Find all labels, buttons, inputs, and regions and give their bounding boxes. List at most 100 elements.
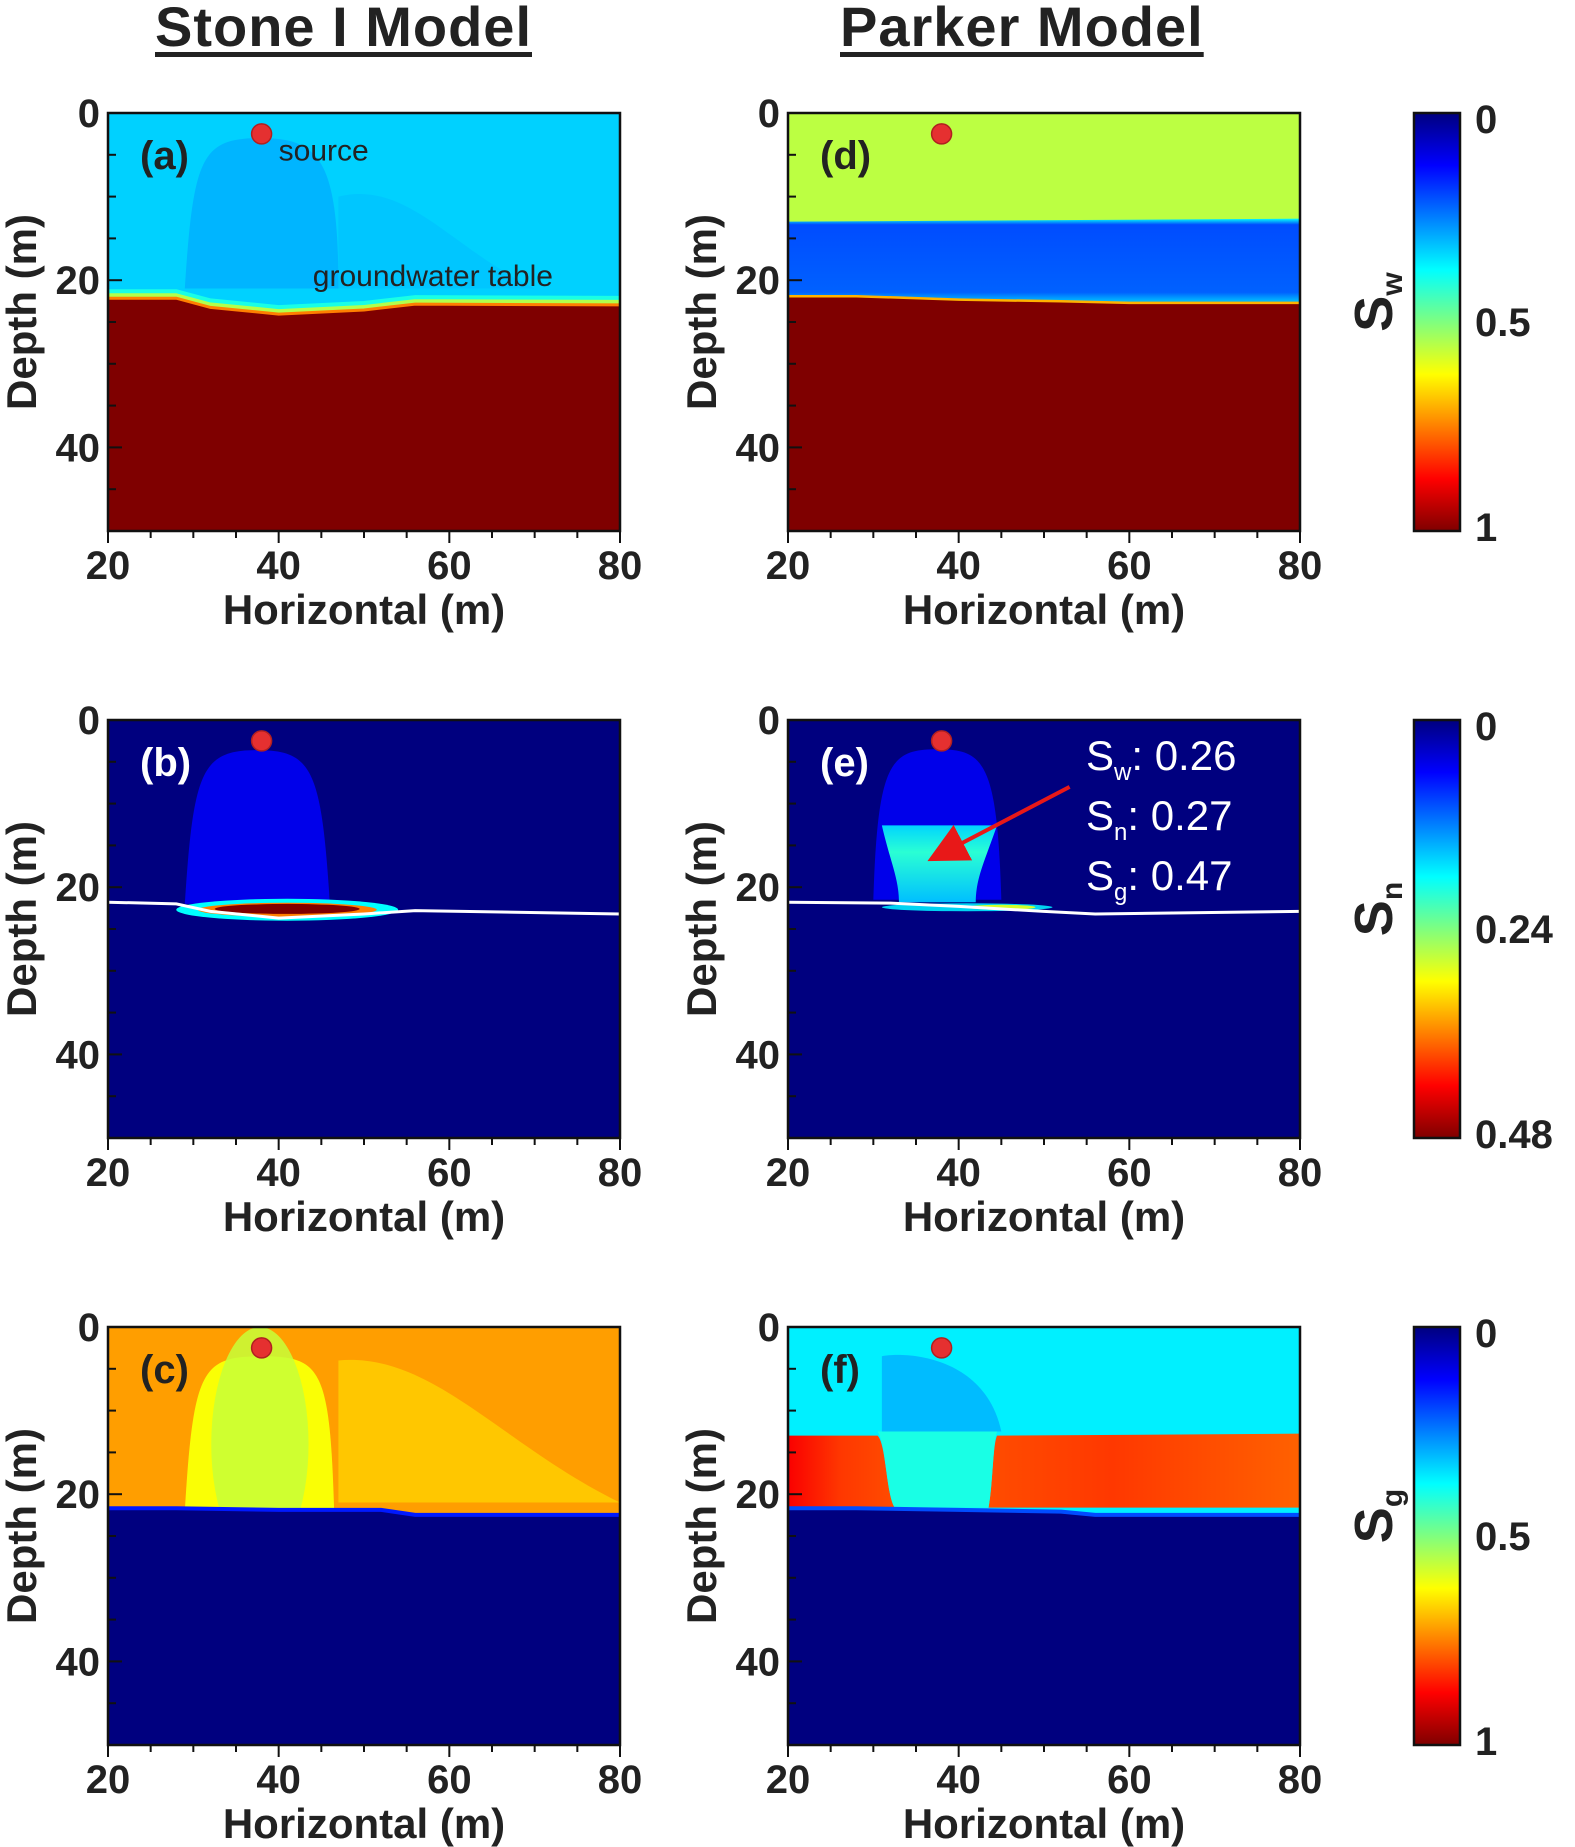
y-tick-label: 40 [56, 426, 101, 470]
x-tick-label: 20 [86, 1758, 131, 1802]
colorbar-Sn: 0 0.24 0.48 Sn [1344, 705, 1554, 1157]
y-axis-label: Depth (m) [0, 1428, 45, 1624]
x-tick-label: 40 [936, 1151, 981, 1195]
napl-column [184, 750, 330, 904]
colorbar-gradient [1412, 111, 1462, 533]
x-tick-label: 80 [598, 1758, 643, 1802]
colorbar-tick-label: 0.48 [1475, 1113, 1553, 1157]
plume-column [877, 1431, 998, 1508]
x-tick-label: 80 [1278, 544, 1323, 588]
heatmap-field [788, 1327, 1300, 1745]
y-tick-label: 40 [56, 1033, 101, 1077]
x-tick-label: 20 [766, 1151, 811, 1195]
y-tick-label: 20 [736, 866, 781, 910]
panel-label: (c) [140, 1348, 189, 1392]
y-axis-label: Depth (m) [0, 821, 45, 1017]
colorbar-Sw: 0 0.5 1 Sw [1344, 98, 1531, 550]
x-tick-label: 80 [1278, 1151, 1323, 1195]
capillary-fringe [108, 292, 620, 314]
x-axis-label: Horizontal (m) [903, 586, 1185, 633]
saturated-zone [108, 1509, 620, 1745]
panel-b: 0 20 40 20 40 60 80 Horizontal (m) Depth (m) (b) [0, 699, 642, 1240]
panel-label: (f) [820, 1348, 860, 1392]
y-tick-label: 0 [78, 92, 100, 136]
x-tick-label: 80 [598, 1151, 643, 1195]
pool-core [214, 903, 360, 914]
x-axis-label: Horizontal (m) [223, 1800, 505, 1847]
y-axis-label: Depth (m) [678, 821, 725, 1017]
background-field [108, 720, 620, 1138]
saturated-zone [788, 295, 1300, 531]
water-table-line [788, 900, 1300, 916]
x-tick-label: 20 [86, 1151, 131, 1195]
x-tick-label: 40 [256, 544, 301, 588]
saturated-zone [788, 1509, 1300, 1745]
plume-zone [184, 138, 339, 289]
colorbar-tick-label: 1 [1475, 1720, 1497, 1764]
x-tick-label: 20 [766, 544, 811, 588]
colorbar-label: Sg [1344, 1489, 1409, 1543]
saturation-readout-g: Sg: 0.47 [1086, 852, 1232, 906]
heatmap-field [108, 113, 620, 531]
colorbar-tick-label: 0.5 [1475, 1515, 1531, 1559]
annotation-source: source [279, 135, 369, 168]
lower-unsaturated-band [788, 218, 1300, 306]
x-tick-label: 60 [427, 1758, 472, 1802]
colorbar-label: Sw [1344, 272, 1409, 332]
plume-head [881, 1354, 1002, 1432]
y-tick-label: 40 [736, 1033, 781, 1077]
capillary-fringe-upper [108, 289, 620, 310]
colorbar-tick-label: 0 [1475, 1312, 1497, 1356]
colorbar-tick-label: 0.5 [1475, 301, 1531, 345]
y-tick-label: 0 [758, 92, 780, 136]
saturation-readout-w: Sw: 0.26 [1086, 732, 1236, 786]
y-tick-label: 0 [758, 1306, 780, 1350]
gas-band-left [788, 1435, 895, 1508]
source-marker [930, 1337, 953, 1359]
heatmap-field [108, 1327, 620, 1745]
y-tick-label: 20 [736, 259, 781, 303]
source-marker [930, 123, 953, 145]
annotation-arrow [927, 785, 1071, 862]
x-tick-label: 80 [1278, 1758, 1323, 1802]
source-marker [930, 730, 953, 752]
x-tick-label: 40 [936, 544, 981, 588]
capillary-fringe [788, 294, 1300, 305]
colorbar-Sg: 0 0.5 1 Sg [1344, 1312, 1531, 1764]
panel-a: 0 20 40 20 40 60 80 Horizontal (m) Depth (m) (a) s… [0, 92, 642, 633]
x-tick-label: 60 [427, 544, 472, 588]
y-axis-label: Depth (m) [0, 214, 45, 410]
x-tick-label: 80 [598, 544, 643, 588]
colorbar-label: Sn [1344, 882, 1409, 936]
heatmap-field [108, 720, 620, 1138]
panel-c: 0 20 40 20 40 60 80 Horizontal (m) Depth (m) (c) [0, 1306, 642, 1847]
y-tick-label: 40 [736, 1640, 781, 1684]
plume-tail [338, 193, 535, 289]
colorbar-tick-label: 0.24 [1475, 908, 1554, 952]
x-axis-label: Horizontal (m) [223, 1193, 505, 1240]
panel-label: (d) [820, 134, 871, 178]
x-tick-label: 60 [427, 1151, 472, 1195]
x-axis-label: Horizontal (m) [903, 1800, 1185, 1847]
panel-label: (a) [140, 134, 189, 178]
x-tick-label: 40 [256, 1758, 301, 1802]
panel-label: (b) [140, 741, 191, 785]
y-tick-label: 20 [56, 866, 101, 910]
x-tick-label: 20 [86, 544, 131, 588]
y-tick-label: 0 [758, 699, 780, 743]
y-tick-label: 20 [736, 1473, 781, 1517]
y-tick-label: 0 [78, 699, 100, 743]
y-tick-label: 0 [78, 1306, 100, 1350]
capillary-fringe-lower [108, 296, 620, 316]
panel-e: 0 20 40 20 40 60 80 Horizontal (m) Depth (m) (e) S… [678, 699, 1322, 1240]
x-tick-label: 20 [766, 1758, 811, 1802]
heatmap-field [788, 720, 1300, 1138]
source-marker [250, 123, 273, 145]
y-axis-label: Depth (m) [678, 214, 725, 410]
source-marker [250, 730, 273, 752]
y-axis-label: Depth (m) [678, 1428, 725, 1624]
y-tick-label: 40 [736, 426, 781, 470]
heatmap-field [788, 113, 1300, 531]
water-table-fringe [108, 1506, 620, 1517]
